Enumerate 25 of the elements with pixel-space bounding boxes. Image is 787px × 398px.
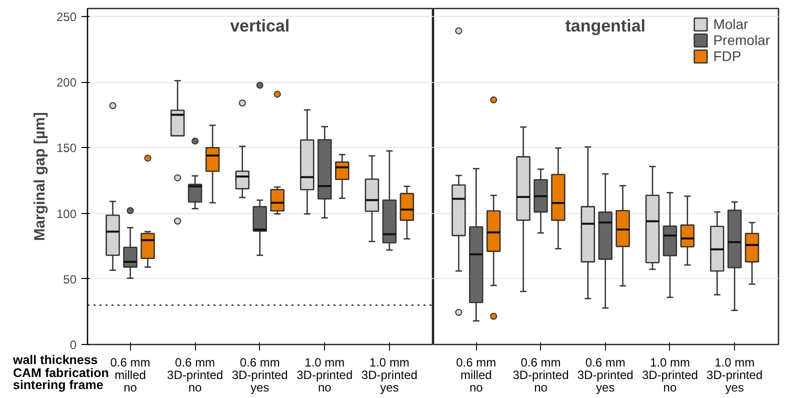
y-tick-label: 50 [63, 272, 77, 286]
text: vertical [230, 16, 290, 36]
text: sintering frame [13, 378, 104, 392]
x-tick-label: 0.6 mm milled no [110, 356, 150, 395]
y-tick-label: 200 [56, 76, 77, 90]
y-axis-title: Marginal gap [µm] [31, 112, 48, 241]
text: CAM fabrication [13, 366, 109, 380]
text: wall thickness [13, 353, 98, 367]
legend-label: Premolar [713, 32, 770, 48]
y-tick-label: 100 [56, 206, 77, 221]
legend-label: Molar [713, 16, 748, 32]
legend-label: FDP [713, 48, 742, 64]
x-tick-label: 0.6 mm milled no [456, 356, 496, 395]
x-tick-label: 0.6 mm 3D-printed no [512, 356, 569, 395]
y-tick-label: 0 [70, 338, 77, 352]
x-tick-label: 0.6 mm 3D-printed no [167, 356, 224, 395]
y-tick-label: 150 [56, 141, 77, 156]
x-tick-label: 1.0 mm 3D-printed yes [706, 356, 763, 395]
y-tick-label: 250 [56, 10, 77, 24]
x-tick-label: 0.6 mm 3D-printed yes [232, 356, 288, 395]
text: tangential [565, 16, 646, 36]
x-tick-label: 1.0 mm 3D-printed no [642, 356, 698, 395]
x-tick-label: 1.0 mm 3D-printed no [296, 356, 353, 395]
x-tick-label: 1.0 mm 3D-printed yes [361, 356, 418, 395]
x-tick-label: 0.6 mm 3D-printed yes [577, 356, 634, 395]
